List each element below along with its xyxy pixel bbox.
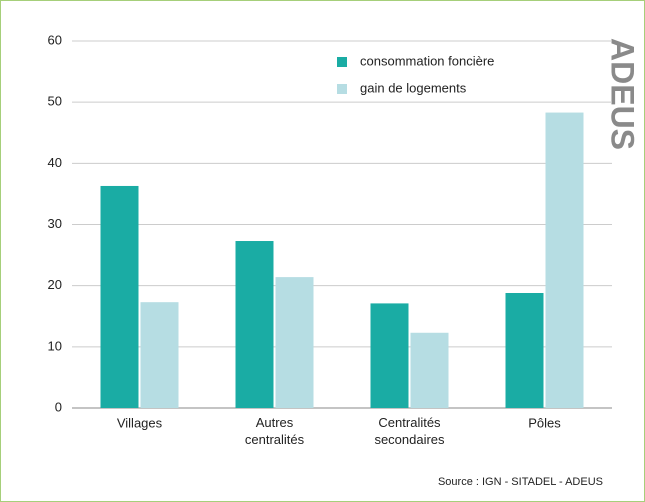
bar — [505, 293, 544, 408]
x-tick-label: Centralités secondaires — [374, 415, 445, 447]
y-tick-label: 0 — [55, 399, 62, 414]
y-tick-label: 10 — [48, 338, 62, 353]
source: Source : IGN - SITADEL - ADEUS — [438, 476, 603, 488]
bar — [545, 112, 584, 408]
y-tick-label: 60 — [48, 32, 62, 47]
x-tick-label: Villages — [117, 415, 163, 430]
y-tick-label: 20 — [48, 277, 62, 292]
watermark: ADEUS — [605, 38, 641, 150]
bar — [235, 241, 274, 408]
x-tick-label: Pôles — [528, 415, 561, 430]
bar — [100, 185, 139, 408]
bar — [275, 277, 314, 408]
legend-swatch — [337, 84, 347, 94]
y-tick-label: 30 — [48, 216, 62, 231]
bar — [140, 302, 179, 408]
bar — [410, 332, 449, 408]
legend-label: consommation foncière — [360, 53, 494, 68]
legend-label: gain de logements — [360, 80, 467, 95]
bar — [370, 303, 409, 408]
y-tick-label: 40 — [48, 155, 62, 170]
y-tick-label: 50 — [48, 94, 62, 109]
x-tick-label: Autres centralités — [245, 415, 305, 447]
legend-swatch — [337, 57, 347, 67]
